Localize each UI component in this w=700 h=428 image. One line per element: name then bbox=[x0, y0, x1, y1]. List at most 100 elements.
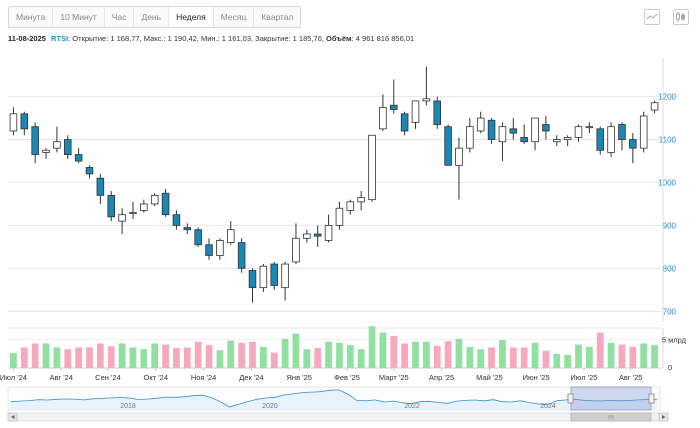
volume-bar bbox=[433, 345, 441, 368]
navigator-selection[interactable] bbox=[570, 386, 652, 411]
tab-quarter[interactable]: Квартал bbox=[261, 12, 294, 22]
tab-month[interactable]: Месяц bbox=[214, 7, 255, 27]
x-axis-label: Сен '24 bbox=[95, 373, 121, 382]
volume-bar bbox=[466, 346, 474, 368]
candle-up bbox=[226, 229, 235, 243]
volume-bar bbox=[118, 343, 126, 368]
candle-down bbox=[85, 167, 94, 175]
volume-tick-label: 5 млрд bbox=[662, 335, 687, 344]
candle-down bbox=[96, 177, 105, 196]
price-tick-label: 1000 bbox=[658, 178, 676, 187]
candle-up bbox=[216, 240, 224, 256]
volume-bar bbox=[64, 349, 72, 368]
candle-down bbox=[313, 233, 322, 237]
candle-up bbox=[368, 134, 376, 201]
candle-down bbox=[63, 139, 72, 155]
volume-tick-label: 0 bbox=[668, 363, 672, 372]
candle-up bbox=[607, 126, 615, 153]
tab-day[interactable]: День bbox=[134, 7, 170, 27]
navigator-year-label: 2024 bbox=[540, 403, 556, 410]
volume-bar bbox=[368, 326, 376, 368]
candle-down bbox=[205, 244, 213, 256]
volume-bar bbox=[249, 341, 256, 368]
volume-bar bbox=[227, 340, 235, 368]
x-axis-label: Фев '25 bbox=[334, 373, 360, 382]
tab-minute[interactable]: Минута bbox=[9, 7, 54, 27]
volume-bar bbox=[75, 347, 83, 368]
candle-up bbox=[455, 147, 463, 166]
candle-up bbox=[129, 212, 137, 214]
info-date: 11-08-2025 bbox=[8, 34, 46, 43]
candle-down bbox=[520, 137, 528, 143]
volume-bar bbox=[422, 341, 430, 368]
line-chart-icon[interactable] bbox=[644, 9, 660, 25]
volume-bar bbox=[162, 344, 169, 368]
volume-bar bbox=[346, 345, 354, 368]
volume-bar bbox=[314, 348, 322, 368]
candle-up bbox=[563, 137, 572, 140]
volume-bar bbox=[173, 348, 180, 368]
volume-bar bbox=[640, 343, 648, 368]
candle-up bbox=[411, 100, 420, 123]
interval-tabs: Минута 10 Минут Час День Неделя Месяц Кв… bbox=[8, 6, 302, 28]
x-axis-label: Ноя '24 bbox=[191, 373, 217, 382]
tab-week[interactable]: Неделя bbox=[169, 7, 214, 27]
volume-bar bbox=[542, 350, 550, 368]
navigator-handle-right[interactable] bbox=[648, 393, 655, 404]
candle-up bbox=[552, 139, 561, 143]
volume-bar bbox=[379, 332, 387, 368]
volume-bar bbox=[20, 347, 28, 368]
candle-up bbox=[9, 113, 18, 132]
candle-up bbox=[118, 214, 126, 222]
candle-up bbox=[476, 117, 485, 132]
candle-down bbox=[433, 100, 442, 125]
volume-bar bbox=[281, 338, 289, 368]
volume-bar bbox=[390, 336, 398, 368]
volume-bar bbox=[455, 338, 463, 368]
volume-bar bbox=[596, 332, 604, 368]
candle-down bbox=[487, 119, 496, 140]
candle-up bbox=[42, 149, 50, 153]
price-tick-label: 1200 bbox=[658, 93, 676, 102]
volume-bar bbox=[151, 343, 159, 368]
x-axis-label: Окт '24 bbox=[144, 373, 169, 382]
candle-down bbox=[183, 227, 192, 231]
volume-bar bbox=[259, 346, 267, 368]
volume-bar bbox=[488, 347, 495, 368]
navigator-year-label: 2020 bbox=[262, 403, 278, 410]
candle-down bbox=[596, 128, 605, 151]
candle-down bbox=[400, 113, 409, 132]
tab-10-minutes[interactable]: 10 Минут bbox=[53, 7, 105, 27]
candle-up bbox=[53, 141, 61, 149]
candle-chart-icon[interactable] bbox=[673, 9, 689, 25]
volume-bar bbox=[607, 342, 615, 368]
info-volume-value: : 4 961 816 856,01 bbox=[351, 34, 415, 43]
volume-bar bbox=[107, 346, 115, 368]
ohlc-info-bar: 11-08-2025 RTSI: Открытие: 1 168,77, Мак… bbox=[8, 34, 414, 44]
info-ticker[interactable]: RTSI bbox=[51, 34, 69, 43]
volume-bar bbox=[270, 352, 278, 368]
candle-down bbox=[618, 124, 626, 140]
volume-bar bbox=[183, 347, 191, 368]
candle-up bbox=[259, 265, 268, 289]
candle-up bbox=[422, 98, 431, 102]
price-tick-label: 800 bbox=[663, 264, 677, 273]
volume-bar bbox=[31, 343, 39, 368]
candle-up bbox=[281, 263, 289, 289]
candle-up bbox=[292, 237, 300, 263]
navigator-line bbox=[10, 389, 658, 408]
tab-hour[interactable]: Час bbox=[105, 7, 135, 27]
x-axis-label: Авг '24 bbox=[49, 373, 73, 382]
candle-down bbox=[237, 242, 246, 269]
candle-down bbox=[172, 214, 181, 226]
candle-down bbox=[107, 194, 116, 218]
scrollbar-track[interactable] bbox=[7, 412, 669, 422]
price-tick-label: 1100 bbox=[659, 136, 677, 145]
navigator-handle-left[interactable] bbox=[567, 393, 574, 404]
price-tick-label: 900 bbox=[663, 221, 677, 230]
candle-up bbox=[498, 126, 507, 143]
candle-down bbox=[509, 128, 518, 134]
candle-up bbox=[379, 106, 387, 130]
info-ohlc-text: : Открытие: 1 168,77, Макс.: 1 190,42, М… bbox=[68, 34, 327, 43]
